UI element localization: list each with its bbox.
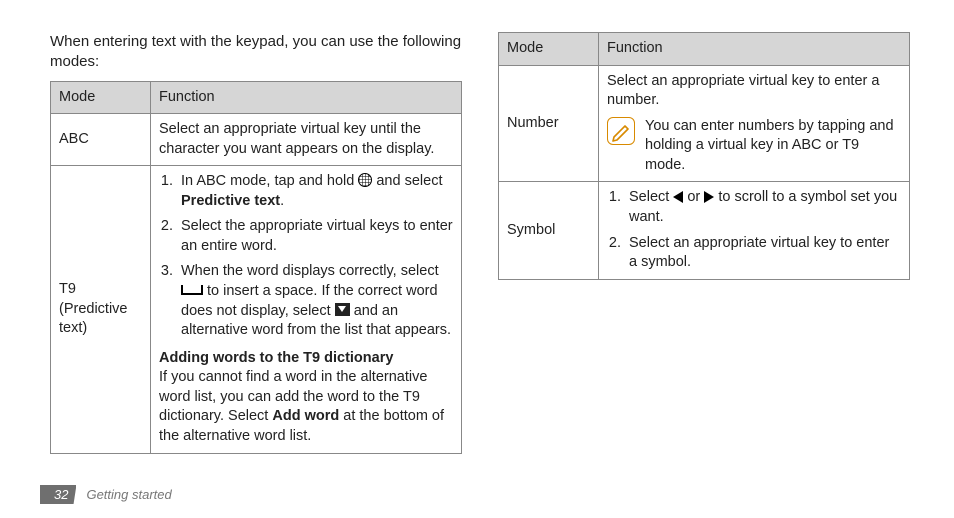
text: When the word displays correctly, select <box>181 263 439 279</box>
header-function: Function <box>151 81 462 114</box>
text: Select an appropriate virtual key to ent… <box>607 72 901 111</box>
note-row: You can enter numbers by tapping and hol… <box>607 117 901 176</box>
section-name: Getting started <box>86 487 171 502</box>
modes-table-right: Mode Function Number Select an appropria… <box>498 32 910 280</box>
left-column: When entering text with the keypad, you … <box>50 32 462 454</box>
table-row: Number Select an appropriate virtual key… <box>499 65 910 182</box>
note-icon <box>607 117 635 145</box>
triangle-right-icon <box>704 191 714 203</box>
text: to insert a space. If the correct word d… <box>181 283 438 319</box>
page-content: When entering text with the keypad, you … <box>0 0 954 464</box>
globe-icon <box>358 173 372 187</box>
table-row: ABC Select an appropriate virtual key un… <box>51 114 462 166</box>
modes-table-left: Mode Function ABC Select an appropriate … <box>50 81 462 454</box>
note-text: You can enter numbers by tapping and hol… <box>645 117 901 176</box>
right-column: Mode Function Number Select an appropria… <box>498 32 910 454</box>
header-mode: Mode <box>499 33 599 66</box>
text: and select <box>372 173 442 189</box>
text: or <box>683 189 704 205</box>
function-cell-abc: Select an appropriate virtual key until … <box>151 114 462 166</box>
table-row: T9 (Predictive text) In ABC mode, tap an… <box>51 166 462 453</box>
symbol-step-2: Select an appropriate virtual key to ent… <box>625 234 901 273</box>
table-row: Symbol Select or to scroll to a symbol s… <box>499 182 910 279</box>
header-mode: Mode <box>51 81 151 114</box>
text: . <box>280 193 284 209</box>
table-header-row: Mode Function <box>51 81 462 114</box>
t9-step-3: When the word displays correctly, select… <box>177 262 453 340</box>
function-cell-symbol: Select or to scroll to a symbol set you … <box>599 182 910 279</box>
symbol-step-1: Select or to scroll to a symbol set you … <box>625 188 901 227</box>
page-number: 32 <box>40 485 76 504</box>
mode-cell-symbol: Symbol <box>499 182 599 279</box>
triangle-left-icon <box>673 191 683 203</box>
adding-words-section: Adding words to the T9 dictionary If you… <box>159 349 453 447</box>
adding-words-title: Adding words to the T9 dictionary <box>159 349 453 369</box>
mode-cell-abc: ABC <box>51 114 151 166</box>
space-icon <box>181 285 203 295</box>
function-cell-t9: In ABC mode, tap and hold and select Pre… <box>151 166 462 453</box>
dropdown-icon <box>335 303 350 316</box>
table-header-row: Mode Function <box>499 33 910 66</box>
symbol-steps: Select or to scroll to a symbol set you … <box>607 188 901 272</box>
add-word-label: Add word <box>272 408 339 424</box>
text: Select <box>629 189 673 205</box>
header-function: Function <box>599 33 910 66</box>
text: In ABC mode, tap and hold <box>181 173 358 189</box>
t9-step-2: Select the appropriate virtual keys to e… <box>177 217 453 256</box>
mode-cell-number: Number <box>499 65 599 182</box>
intro-text: When entering text with the keypad, you … <box>50 32 462 73</box>
mode-cell-t9: T9 (Predictive text) <box>51 166 151 453</box>
predictive-text-label: Predictive text <box>181 193 280 209</box>
function-cell-number: Select an appropriate virtual key to ent… <box>599 65 910 182</box>
page-footer: 32 Getting started <box>40 485 172 504</box>
t9-step-1: In ABC mode, tap and hold and select Pre… <box>177 172 453 211</box>
t9-steps: In ABC mode, tap and hold and select Pre… <box>159 172 453 341</box>
